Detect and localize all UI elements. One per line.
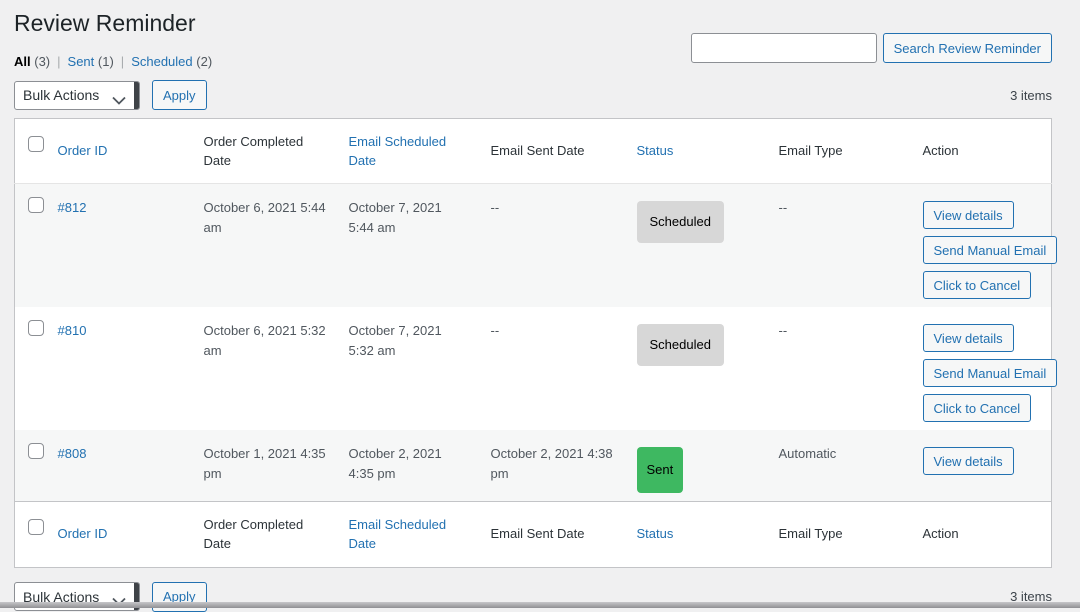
select-all-checkbox[interactable]	[28, 519, 44, 536]
status-badge: Sent	[636, 447, 684, 493]
window-bottom-edge	[0, 602, 1080, 608]
column-header-action: Action	[912, 118, 1052, 184]
column-footer-action: Action	[912, 500, 1052, 567]
select-scrollbar[interactable]	[134, 81, 139, 109]
view-details-button[interactable]: View details	[922, 324, 1014, 352]
filter-all-label[interactable]: All	[14, 54, 31, 69]
table-body: #812 October 6, 2021 5:44 am October 7, …	[14, 183, 1058, 501]
column-header-email-type: Email Type	[768, 118, 913, 184]
column-footer-email-type: Email Type	[768, 500, 913, 567]
column-header-order-id[interactable]: Order ID	[57, 143, 108, 159]
review-reminder-table: Order ID Order Completed Date Email Sche…	[14, 118, 1058, 568]
bulk-actions-select[interactable]: Bulk Actions	[14, 80, 140, 110]
order-completed-date: October 6, 2021 5:44 am	[203, 200, 326, 235]
filter-sent-count: (1)	[97, 54, 114, 69]
column-footer-order-completed-date: Order Completed Date	[193, 500, 339, 567]
filter-separator: |	[120, 54, 125, 69]
tablenav-top: Bulk Actions Apply 3 items	[14, 80, 1052, 110]
email-scheduled-date: October 7, 2021 5:32 am	[348, 323, 442, 358]
view-details-button[interactable]: View details	[922, 201, 1014, 229]
column-footer-status[interactable]: Status	[636, 526, 674, 542]
select-all-checkbox[interactable]	[28, 136, 44, 153]
table-header-row: Order ID Order Completed Date Email Sche…	[14, 118, 1052, 184]
view-details-button[interactable]: View details	[922, 447, 1014, 475]
search-input[interactable]	[690, 33, 877, 63]
action-buttons: View details Send Manual Email Click to …	[922, 324, 1058, 422]
table-row: #812 October 6, 2021 5:44 am October 7, …	[14, 183, 1058, 307]
email-type: Automatic	[778, 446, 837, 461]
select-scrollbar[interactable]	[134, 583, 139, 610]
filter-sent[interactable]: Sent (1)	[68, 54, 114, 69]
column-header-email-sent-date: Email Sent Date	[480, 118, 627, 184]
bulk-actions-top: Bulk Actions Apply	[14, 80, 207, 110]
filter-all-count: (3)	[34, 54, 51, 69]
row-checkbox[interactable]	[28, 443, 44, 459]
email-scheduled-date: October 7, 2021 5:44 am	[348, 200, 442, 235]
row-checkbox[interactable]	[28, 197, 44, 213]
column-header-status[interactable]: Status	[636, 143, 674, 159]
filter-scheduled-count: (2)	[196, 54, 213, 69]
status-filter-links: All (3) | Sent (1) | Scheduled (2)	[14, 54, 1052, 69]
order-completed-date: October 6, 2021 5:32 am	[203, 323, 326, 358]
column-header-order-completed-date: Order Completed Date	[193, 118, 339, 184]
table-footer: Order ID Order Completed Date Email Sche…	[14, 500, 1052, 567]
page-title: Review Reminder	[14, 10, 196, 36]
apply-button-top[interactable]: Apply	[152, 80, 207, 110]
order-id-link[interactable]: #812	[57, 200, 87, 215]
filter-separator: |	[57, 54, 61, 69]
email-sent-date: --	[490, 323, 500, 338]
filter-scheduled[interactable]: Scheduled (2)	[131, 54, 212, 69]
email-type: --	[778, 323, 788, 338]
email-sent-date: October 2, 2021 4:38 pm	[490, 446, 613, 481]
action-buttons: View details Send Manual Email Click to …	[922, 201, 1058, 299]
filter-sent-link[interactable]: Sent	[67, 54, 95, 69]
order-id-link[interactable]: #808	[57, 446, 87, 461]
table-row: #810 October 6, 2021 5:32 am October 7, …	[15, 307, 1058, 430]
items-count-top: 3 items	[1010, 87, 1052, 103]
search-button[interactable]: Search Review Reminder	[882, 33, 1052, 63]
send-manual-email-button[interactable]: Send Manual Email	[922, 359, 1058, 387]
column-footer-email-sent-date: Email Sent Date	[480, 500, 627, 567]
email-scheduled-date: October 2, 2021 4:35 pm	[348, 446, 442, 481]
send-manual-email-button[interactable]: Send Manual Email	[922, 236, 1058, 264]
order-id-link[interactable]: #810	[57, 323, 87, 338]
column-footer-email-scheduled-date[interactable]: Email Scheduled Date	[348, 516, 447, 552]
bulk-actions-selected-label: Bulk Actions	[23, 87, 100, 103]
email-sent-date: --	[490, 200, 500, 215]
items-count-bottom: 3 items	[1010, 589, 1052, 604]
click-to-cancel-button[interactable]: Click to Cancel	[922, 271, 1032, 299]
status-badge: Scheduled	[636, 201, 724, 243]
status-badge: Scheduled	[636, 324, 724, 366]
table-header: Order ID Order Completed Date Email Sche…	[14, 118, 1052, 184]
row-checkbox[interactable]	[28, 320, 44, 336]
column-footer-order-id[interactable]: Order ID	[57, 526, 108, 542]
action-buttons: View details	[922, 447, 1042, 475]
bulk-actions-selected-label: Bulk Actions	[23, 588, 100, 605]
column-header-email-scheduled-date[interactable]: Email Scheduled Date	[348, 133, 447, 169]
filter-scheduled-link[interactable]: Scheduled	[131, 54, 193, 69]
table-row: #808 October 1, 2021 4:35 pm October 2, …	[14, 430, 1052, 501]
email-type: --	[778, 200, 788, 215]
click-to-cancel-button[interactable]: Click to Cancel	[922, 394, 1032, 422]
filter-all[interactable]: All (3)	[14, 54, 50, 69]
order-completed-date: October 1, 2021 4:35 pm	[203, 446, 326, 481]
table-footer-row: Order ID Order Completed Date Email Sche…	[14, 500, 1052, 567]
search-form: Search Review Reminder	[690, 33, 1052, 63]
chevron-down-icon	[112, 92, 126, 108]
